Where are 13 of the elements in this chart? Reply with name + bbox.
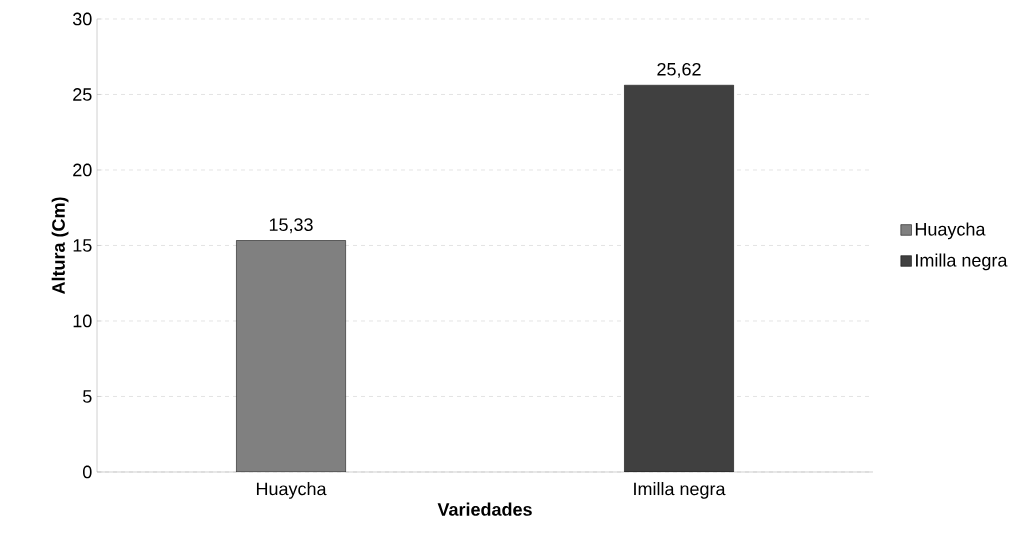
y-axis-title: Altura (Cm) [51, 197, 69, 295]
data-label: 25,62 [657, 62, 701, 78]
y-tick-label: 30 [72, 12, 92, 26]
y-tick-label: 0 [83, 465, 92, 479]
y-tick-label: 10 [73, 314, 92, 328]
y-tick-label: 15 [73, 239, 92, 252]
x-axis-title: Variedades [437, 502, 532, 516]
y-tick-label: 5 [83, 390, 92, 403]
y-tick-label: 20 [73, 163, 92, 177]
data-label: 15,33 [269, 218, 313, 234]
y-tick-label: 25 [73, 88, 92, 101]
legend-label: Huaycha [915, 222, 986, 240]
legend-label: Imilla negra [916, 253, 1008, 271]
